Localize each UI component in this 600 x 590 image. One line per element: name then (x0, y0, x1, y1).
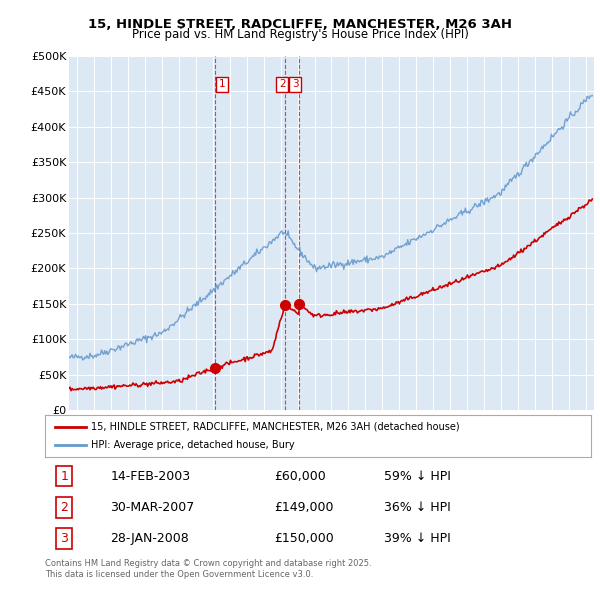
Text: Price paid vs. HM Land Registry's House Price Index (HPI): Price paid vs. HM Land Registry's House … (131, 28, 469, 41)
Text: 2: 2 (279, 80, 286, 89)
Text: £150,000: £150,000 (274, 532, 334, 545)
Text: 1: 1 (219, 80, 226, 89)
Text: 30-MAR-2007: 30-MAR-2007 (110, 501, 195, 514)
Text: 36% ↓ HPI: 36% ↓ HPI (383, 501, 450, 514)
Text: 15, HINDLE STREET, RADCLIFFE, MANCHESTER, M26 3AH (detached house): 15, HINDLE STREET, RADCLIFFE, MANCHESTER… (91, 422, 460, 432)
Text: £60,000: £60,000 (274, 470, 326, 483)
Text: 15, HINDLE STREET, RADCLIFFE, MANCHESTER, M26 3AH: 15, HINDLE STREET, RADCLIFFE, MANCHESTER… (88, 18, 512, 31)
Text: 59% ↓ HPI: 59% ↓ HPI (383, 470, 451, 483)
Text: Contains HM Land Registry data © Crown copyright and database right 2025.
This d: Contains HM Land Registry data © Crown c… (45, 559, 371, 579)
Text: 3: 3 (60, 532, 68, 545)
Text: 28-JAN-2008: 28-JAN-2008 (110, 532, 189, 545)
Text: 14-FEB-2003: 14-FEB-2003 (110, 470, 191, 483)
Text: 2: 2 (60, 501, 68, 514)
Text: £149,000: £149,000 (274, 501, 334, 514)
Text: 3: 3 (292, 80, 298, 89)
Text: 39% ↓ HPI: 39% ↓ HPI (383, 532, 450, 545)
Text: HPI: Average price, detached house, Bury: HPI: Average price, detached house, Bury (91, 440, 295, 450)
Text: 1: 1 (60, 470, 68, 483)
